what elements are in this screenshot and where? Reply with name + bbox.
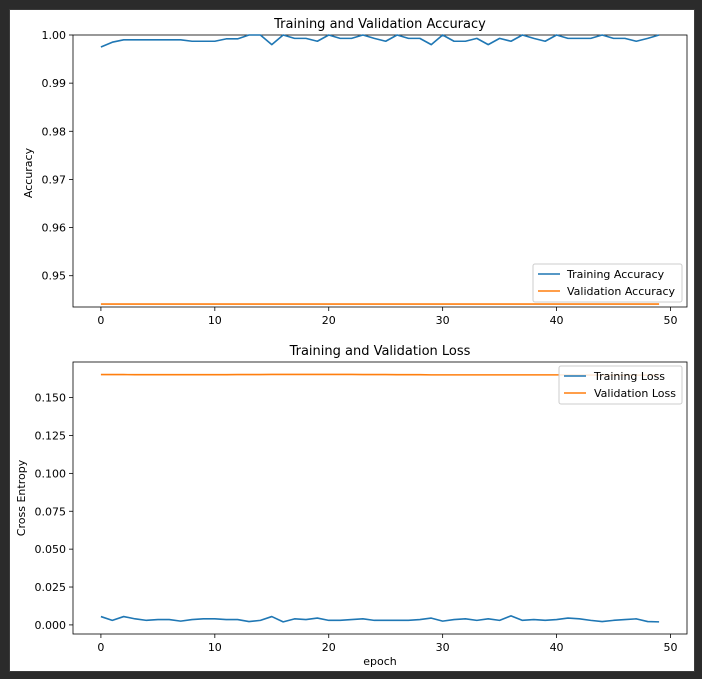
accuracy-y-tick-label: 0.95: [42, 270, 67, 283]
loss-x-axis-label: epoch: [363, 655, 397, 668]
accuracy-series-line-training: [100, 34, 660, 48]
accuracy-plot-frame: [72, 34, 688, 308]
loss-legend-box: [558, 365, 683, 405]
accuracy-legend: Training Accuracy Validation Accuracy: [532, 263, 683, 303]
accuracy-y-tick-label: 0.96: [42, 222, 67, 235]
accuracy-x-tick-label: 50: [663, 314, 677, 327]
accuracy-series-group: [100, 34, 660, 305]
loss-legend-label-training: Training Loss: [593, 370, 665, 383]
loss-series-group: [100, 373, 660, 623]
loss-x-tick-label: 30: [436, 641, 450, 654]
loss-x-ticks: 0 10 20 30 40 50: [97, 634, 677, 654]
accuracy-x-tick-label: 40: [550, 314, 564, 327]
loss-y-tick-label: 0.125: [35, 429, 67, 442]
accuracy-y-tick-label: 0.99: [42, 77, 67, 90]
loss-chart-title: Training and Validation Loss: [289, 344, 471, 359]
accuracy-legend-box: [532, 263, 683, 303]
accuracy-x-ticks: 0 10 20 30 40 50: [97, 307, 677, 327]
loss-y-tick-label: 0.150: [35, 392, 67, 405]
accuracy-chart-title: Training and Validation Accuracy: [273, 17, 486, 32]
accuracy-legend-label-training: Training Accuracy: [566, 268, 665, 281]
loss-y-ticks: 0.000 0.025 0.050 0.075 0.100 0.125 0.150: [35, 392, 73, 632]
accuracy-legend-label-validation: Validation Accuracy: [567, 285, 676, 298]
loss-y-tick-label: 0.000: [35, 619, 67, 632]
accuracy-y-ticks: 0.95 0.96 0.97 0.98 0.99 1.00: [42, 29, 73, 283]
accuracy-x-tick-label: 10: [208, 314, 222, 327]
figure-canvas: Training and Validation Accuracy 0 10 20 30…: [15, 17, 688, 668]
loss-legend-label-validation: Validation Loss: [594, 387, 676, 400]
loss-x-tick-label: 50: [663, 641, 677, 654]
figure: Training and Validation Accuracy 0 10 20 30…: [9, 9, 695, 672]
accuracy-chart: Training and Validation Accuracy 0 10 20 30…: [22, 17, 688, 327]
accuracy-x-tick-label: 20: [322, 314, 336, 327]
loss-y-tick-label: 0.050: [35, 543, 67, 556]
loss-x-tick-label: 40: [550, 641, 564, 654]
accuracy-y-tick-label: 1.00: [42, 29, 67, 42]
loss-legend: Training Loss Validation Loss: [558, 365, 683, 405]
accuracy-y-tick-label: 0.98: [42, 125, 67, 138]
accuracy-y-axis-label: Accuracy: [22, 147, 35, 198]
accuracy-x-tick-label: 0: [97, 314, 104, 327]
accuracy-y-tick-label: 0.97: [42, 173, 67, 186]
loss-x-tick-label: 20: [322, 641, 336, 654]
loss-plot-frame: [72, 361, 688, 635]
loss-y-tick-label: 0.025: [35, 581, 67, 594]
loss-x-tick-label: 0: [97, 641, 104, 654]
loss-y-axis-label: Cross Entropy: [15, 459, 28, 536]
loss-x-tick-label: 10: [208, 641, 222, 654]
loss-series-line-training: [100, 615, 660, 623]
accuracy-x-tick-label: 30: [436, 314, 450, 327]
loss-chart: Training and Validation Loss 0 10 20 30 40 50…: [15, 344, 688, 668]
loss-y-tick-label: 0.075: [35, 505, 67, 518]
loss-y-tick-label: 0.100: [35, 467, 67, 480]
